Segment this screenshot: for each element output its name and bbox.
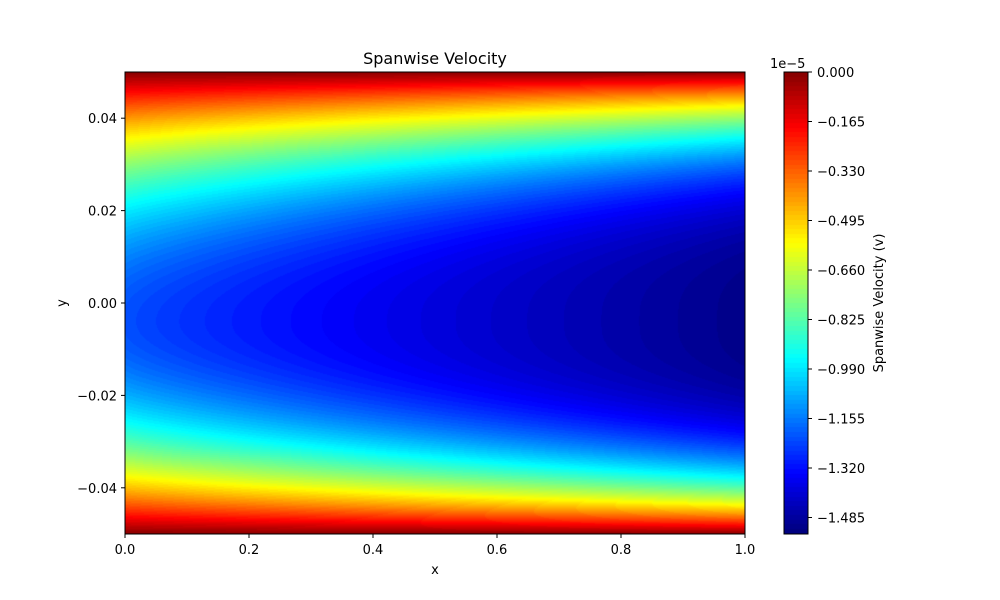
colorbar-tick-label: −0.660 — [817, 264, 865, 279]
colorbar-tick-label: 0.000 — [817, 66, 854, 81]
x-tick-label: 1.0 — [735, 543, 756, 558]
y-tick-label: 0.00 — [88, 297, 117, 312]
y-tick-label: 0.02 — [88, 205, 117, 220]
heatmap-field — [125, 72, 745, 534]
colorbar-tick-label: −0.825 — [817, 314, 865, 329]
colorbar-tick-label: −0.165 — [817, 116, 865, 131]
plot-area — [125, 72, 745, 534]
y-axis-label: y — [55, 299, 70, 307]
x-tick-label: 0.0 — [115, 543, 136, 558]
y-tick-label: −0.04 — [77, 482, 117, 497]
colorbar-offset-text: 1e−5 — [770, 57, 805, 72]
colorbar-tick-label: −0.990 — [817, 363, 865, 378]
x-tick-label: 0.6 — [487, 543, 508, 558]
y-axis-ticks: −0.04 −0.02 0.00 0.02 0.04 — [77, 112, 125, 497]
x-tick-label: 0.8 — [611, 543, 632, 558]
colorbar: 0.000 −0.165 −0.330 −0.495 −0.660 −0.825 −0.99… — [770, 57, 887, 535]
colorbar-label: Spanwise Velocity (v) — [872, 234, 887, 373]
y-tick-label: 0.04 — [88, 112, 117, 127]
chart-title: Spanwise Velocity — [363, 49, 507, 68]
colorbar-tick-label: −1.155 — [817, 413, 865, 428]
x-axis-ticks: 0.0 0.2 0.4 0.6 0.8 1.0 — [115, 534, 756, 558]
colorbar-ticks: 0.000 −0.165 −0.330 −0.495 −0.660 −0.825 −0.99… — [808, 66, 865, 527]
colorbar-tick-label: −1.485 — [817, 512, 865, 527]
colorbar-gradient — [784, 72, 808, 534]
x-tick-label: 0.4 — [363, 543, 384, 558]
y-tick-label: −0.02 — [77, 389, 117, 404]
colorbar-tick-label: −1.320 — [817, 462, 865, 477]
x-axis-label: x — [431, 563, 439, 578]
colorbar-tick-label: −0.495 — [817, 215, 865, 230]
colorbar-tick-label: −0.330 — [817, 165, 865, 180]
x-tick-label: 0.2 — [239, 543, 260, 558]
colorbar-frame — [783, 71, 809, 535]
